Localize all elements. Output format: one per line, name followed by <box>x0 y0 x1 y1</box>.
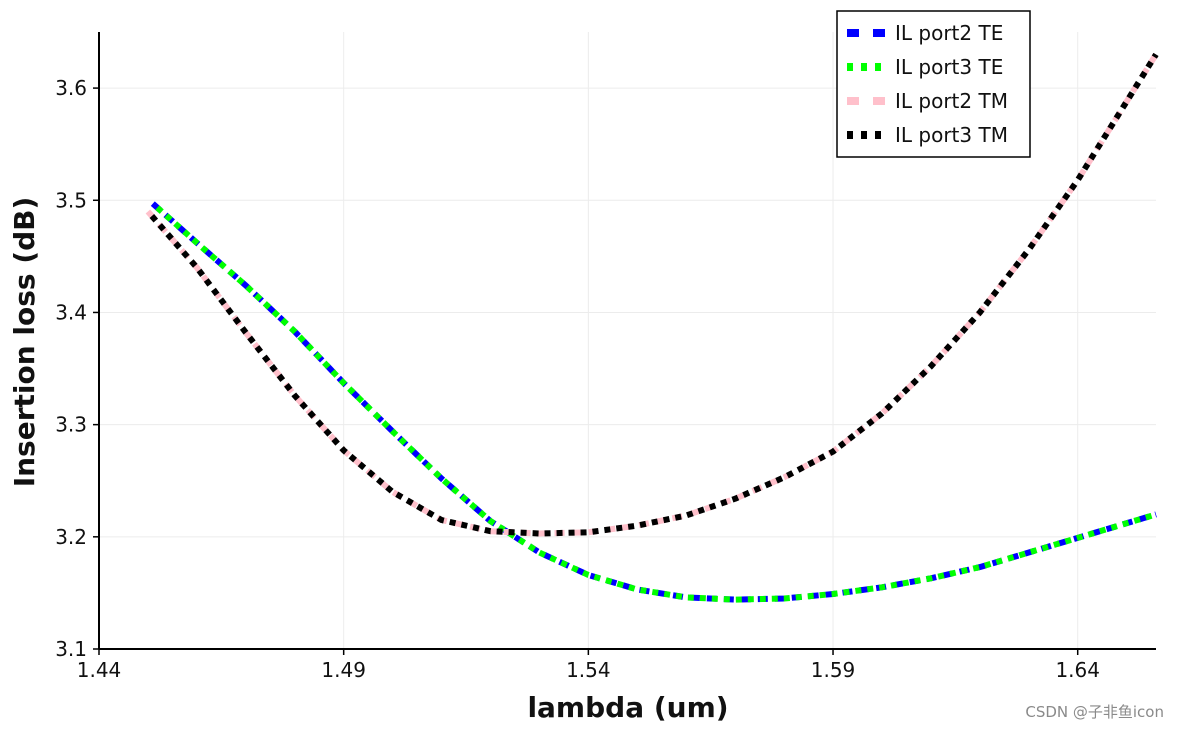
axes <box>93 32 1156 655</box>
legend: IL port2 TE IL port3 TE IL port2 TM IL port… <box>836 10 1031 158</box>
x-tick-label: 1.54 <box>566 658 611 682</box>
legend-label: IL port2 TE <box>895 21 1003 45</box>
x-tick-label: 1.59 <box>811 658 856 682</box>
x-tick-label: 1.44 <box>77 658 122 682</box>
y-tick-label: 3.3 <box>55 413 87 437</box>
legend-label: IL port3 TE <box>895 55 1003 79</box>
y-tick-label: 3.1 <box>55 637 87 661</box>
legend-box <box>836 10 1031 158</box>
y-tick-label: 3.4 <box>55 300 87 324</box>
tick-labels: 1.44 1.49 1.54 1.59 1.64 3.1 3.2 3.3 3.4 3.5 3.6 <box>55 76 1100 682</box>
series-line-2 <box>150 201 1157 603</box>
y-tick-label: 3.5 <box>55 188 87 212</box>
x-tick-label: 1.49 <box>321 658 366 682</box>
y-axis-title: Insertion loss (dB) <box>8 197 41 488</box>
x-tick-label: 1.64 <box>1055 658 1100 682</box>
y-tick-label: 3.2 <box>55 525 87 549</box>
series-line-4 <box>145 52 1159 537</box>
y-tick-label: 3.6 <box>55 76 87 100</box>
x-axis-title: lambda (um) <box>527 691 728 724</box>
series-layer <box>145 52 1159 603</box>
legend-label: IL port2 TM <box>895 89 1008 113</box>
watermark: CSDN @子非鱼icon <box>1025 703 1164 721</box>
legend-label: IL port3 TM <box>895 123 1008 147</box>
